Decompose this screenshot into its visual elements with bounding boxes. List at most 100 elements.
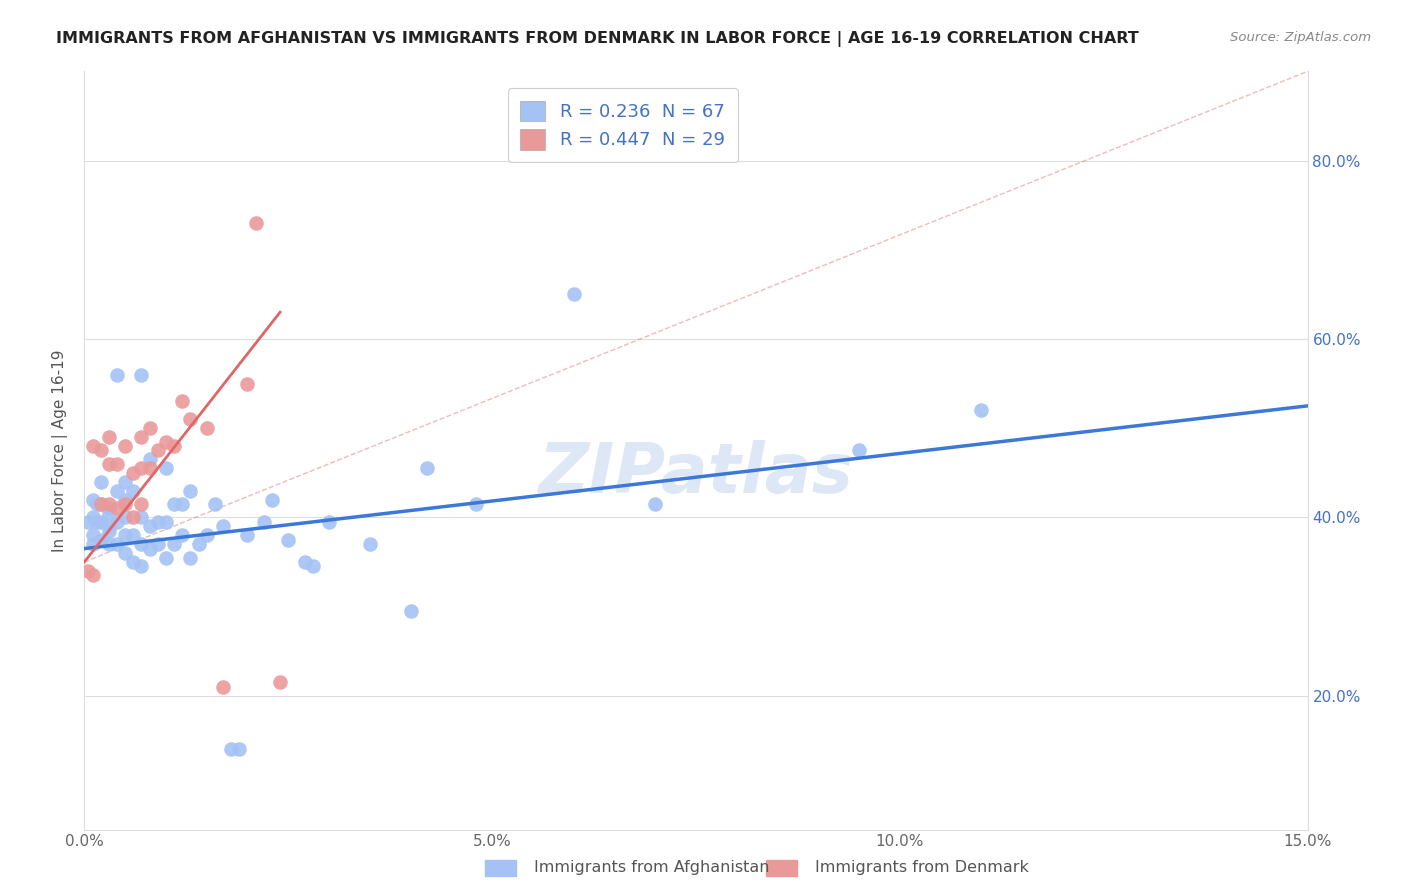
Point (236, 376, 259, 391)
Y-axis label: In Labor Force | Age 16-19: In Labor Force | Age 16-19 (52, 349, 69, 552)
Point (114, 492, 136, 507)
Point (114, 439, 136, 453)
Point (90, 515, 112, 529)
Point (172, 394, 194, 409)
Point (179, 483, 201, 498)
Point (187, 537, 209, 551)
Point (131, 368, 153, 382)
Point (90, 497, 112, 511)
Point (155, 461, 177, 475)
Point (260, 492, 283, 507)
Point (90, 443, 112, 458)
Point (301, 559, 323, 574)
Point (172, 528, 194, 542)
Point (97, 519, 120, 533)
Point (212, 680, 235, 694)
Point (114, 510, 136, 524)
Point (359, 537, 381, 551)
Point (114, 546, 136, 560)
Point (122, 528, 145, 542)
Point (105, 537, 128, 551)
Point (105, 368, 128, 382)
Point (138, 452, 160, 467)
Point (155, 434, 177, 449)
Point (105, 515, 128, 529)
Point (277, 533, 299, 547)
Point (146, 537, 169, 551)
Point (131, 497, 153, 511)
Text: Source: ZipAtlas.com: Source: ZipAtlas.com (1230, 31, 1371, 45)
Point (97, 537, 120, 551)
Point (228, 742, 250, 756)
Point (105, 501, 128, 516)
Point (172, 497, 194, 511)
Text: IMMIGRANTS FROM AFGHANISTAN VS IMMIGRANTS FROM DENMARK IN LABOR FORCE | AGE 16-1: IMMIGRANTS FROM AFGHANISTAN VS IMMIGRANT… (56, 31, 1139, 47)
Point (122, 510, 145, 524)
Point (97, 497, 120, 511)
Point (155, 515, 177, 529)
Point (131, 510, 153, 524)
Point (97, 506, 120, 520)
Point (86, 515, 108, 529)
Text: ZIPatlas: ZIPatlas (538, 440, 853, 507)
Point (195, 421, 218, 435)
Point (294, 555, 316, 569)
Point (97, 501, 120, 516)
Point (212, 519, 235, 533)
Point (82, 510, 104, 524)
Point (163, 537, 186, 551)
Point (97, 524, 120, 538)
Point (179, 412, 201, 426)
Point (114, 475, 136, 489)
Point (97, 457, 120, 471)
Point (179, 550, 201, 565)
Text: Immigrants from Denmark: Immigrants from Denmark (815, 860, 1029, 874)
Point (90, 475, 112, 489)
Point (131, 559, 153, 574)
Point (644, 497, 666, 511)
Point (105, 457, 128, 471)
Point (131, 461, 153, 475)
Point (204, 497, 226, 511)
Point (138, 519, 160, 533)
Point (90, 533, 112, 547)
Point (464, 497, 486, 511)
Point (77, 564, 100, 578)
Point (138, 461, 160, 475)
Point (86, 497, 108, 511)
Point (245, 216, 267, 230)
Point (82, 537, 104, 551)
Point (163, 439, 186, 453)
Point (848, 443, 870, 458)
Point (105, 483, 128, 498)
Point (195, 528, 218, 542)
Point (82, 492, 104, 507)
Point (138, 541, 160, 556)
Point (219, 742, 242, 756)
Point (82, 439, 104, 453)
Point (163, 497, 186, 511)
Point (253, 515, 276, 529)
Legend: R = 0.236  N = 67, R = 0.447  N = 29: R = 0.236 N = 67, R = 0.447 N = 29 (508, 88, 738, 162)
Point (122, 483, 145, 498)
Point (131, 537, 153, 551)
Point (90, 497, 112, 511)
Point (82, 528, 104, 542)
Text: Immigrants from Afghanistan: Immigrants from Afghanistan (534, 860, 769, 874)
Point (155, 550, 177, 565)
Point (131, 430, 153, 444)
Point (122, 555, 145, 569)
Point (146, 515, 169, 529)
Point (114, 497, 136, 511)
Point (399, 604, 422, 618)
Point (318, 515, 340, 529)
Point (97, 430, 120, 444)
Point (970, 403, 993, 417)
Point (146, 443, 169, 458)
Point (114, 528, 136, 542)
Point (122, 466, 145, 480)
Point (236, 528, 259, 542)
Point (82, 568, 104, 582)
Point (269, 675, 291, 690)
Point (416, 461, 439, 475)
